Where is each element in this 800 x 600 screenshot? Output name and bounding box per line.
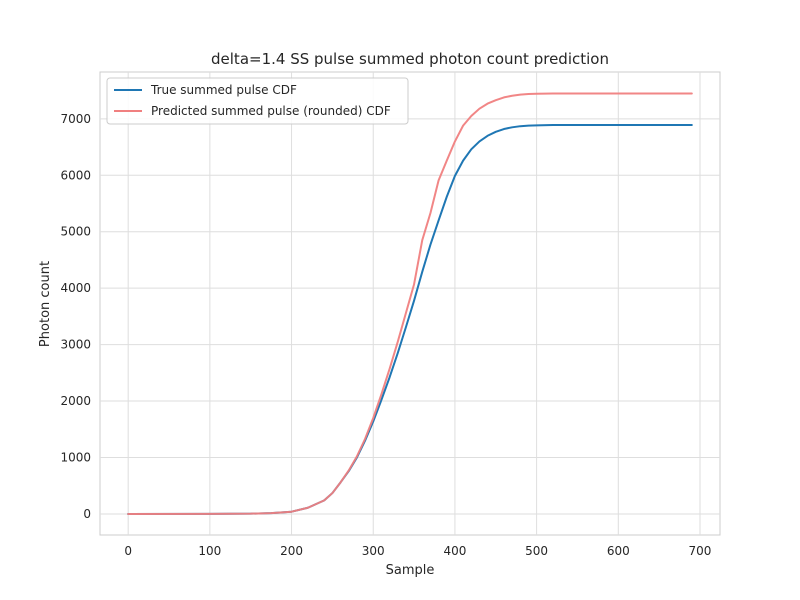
x-tick-label: 200	[280, 544, 303, 558]
x-tick-label: 600	[607, 544, 630, 558]
x-tick-label: 300	[362, 544, 385, 558]
x-axis-label: Sample	[386, 563, 435, 578]
x-tick-label: 700	[689, 544, 712, 558]
legend: True summed pulse CDF Predicted summed p…	[106, 77, 409, 125]
grid	[100, 72, 720, 535]
x-tick-label: 400	[443, 544, 466, 558]
chart-title: delta=1.4 SS pulse summed photon count p…	[211, 50, 609, 68]
legend-label-predicted: Predicted summed pulse (rounded) CDF	[151, 104, 391, 118]
tick-labels: 0 100 200 300 400 500 600 700010002000300040005…	[60, 112, 711, 558]
y-tick-label: 1000	[60, 451, 91, 465]
y-tick-label: 6000	[60, 168, 91, 182]
series-line-predicted	[127, 92, 693, 515]
x-tick-label: 0	[124, 544, 132, 558]
y-tick-label: 5000	[60, 225, 91, 239]
x-tick-label: 100	[198, 544, 221, 558]
y-axis-label: Photon count	[38, 261, 53, 347]
y-tick-label: 2000	[60, 394, 91, 408]
y-tick-label: 4000	[60, 281, 91, 295]
series-lines	[127, 92, 693, 515]
y-tick-label: 3000	[60, 338, 91, 352]
plot-area	[99, 71, 721, 536]
legend-box	[106, 77, 409, 125]
y-tick-label: 0	[83, 507, 91, 521]
legend-label-true: True summed pulse CDF	[150, 83, 297, 97]
y-tick-label: 7000	[60, 112, 91, 126]
x-tick-label: 500	[525, 544, 548, 558]
